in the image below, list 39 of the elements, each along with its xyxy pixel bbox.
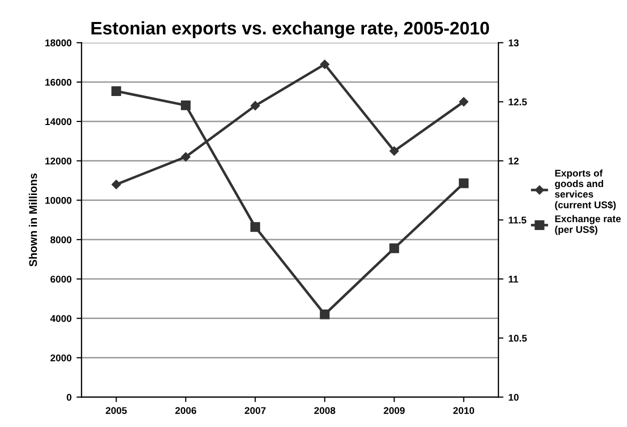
y2-tick-label: 10 (508, 394, 519, 401)
y-tick-label: 10000 (45, 196, 72, 204)
x-tick-label: 2010 (453, 407, 474, 414)
point (112, 180, 121, 190)
point (181, 152, 190, 162)
x-tick-label: 2006 (175, 407, 196, 414)
y-tick-label: 16000 (45, 78, 72, 86)
y2-tick-label: 12.5 (508, 98, 527, 106)
point (320, 60, 330, 69)
point (111, 86, 122, 96)
y-tick-label: 14000 (45, 118, 72, 126)
point (250, 101, 260, 110)
x-tick-label: 2009 (384, 407, 405, 414)
y-tick-label: 8000 (50, 236, 72, 244)
y-tick-label: 2000 (50, 354, 72, 362)
y2-tick-label: 12 (508, 158, 519, 164)
y2-tick-label: 13 (508, 39, 519, 46)
y-tick-label: 18000 (45, 39, 72, 46)
point (390, 146, 399, 156)
y-tick-label: 4000 (50, 315, 72, 322)
y2-tick-label: 11.5 (508, 216, 526, 224)
point (458, 178, 469, 188)
point (389, 243, 400, 254)
point (250, 222, 260, 232)
y-tick-label: 12000 (45, 158, 72, 164)
point (459, 97, 468, 106)
y-axis-title: Shown in Millions (28, 173, 38, 266)
x-tick-label: 2008 (314, 407, 336, 414)
legend-label: Exports of goods and services (current US$) (554, 170, 616, 210)
y2-tick-label: 10.5 (508, 334, 527, 342)
point (320, 310, 330, 320)
x-tick-label: 2005 (106, 407, 127, 414)
chart-title: Estonian exports vs. exchange rate, 2005-2010 (92, 21, 489, 38)
y-tick-label: 6000 (50, 276, 72, 283)
point (180, 100, 191, 110)
legend-label: Exchange rate (per US$) (555, 215, 621, 235)
y2-tick-label: 11 (508, 276, 518, 282)
y-tick-label: 0 (66, 394, 72, 401)
x-tick-label: 2007 (244, 407, 266, 414)
